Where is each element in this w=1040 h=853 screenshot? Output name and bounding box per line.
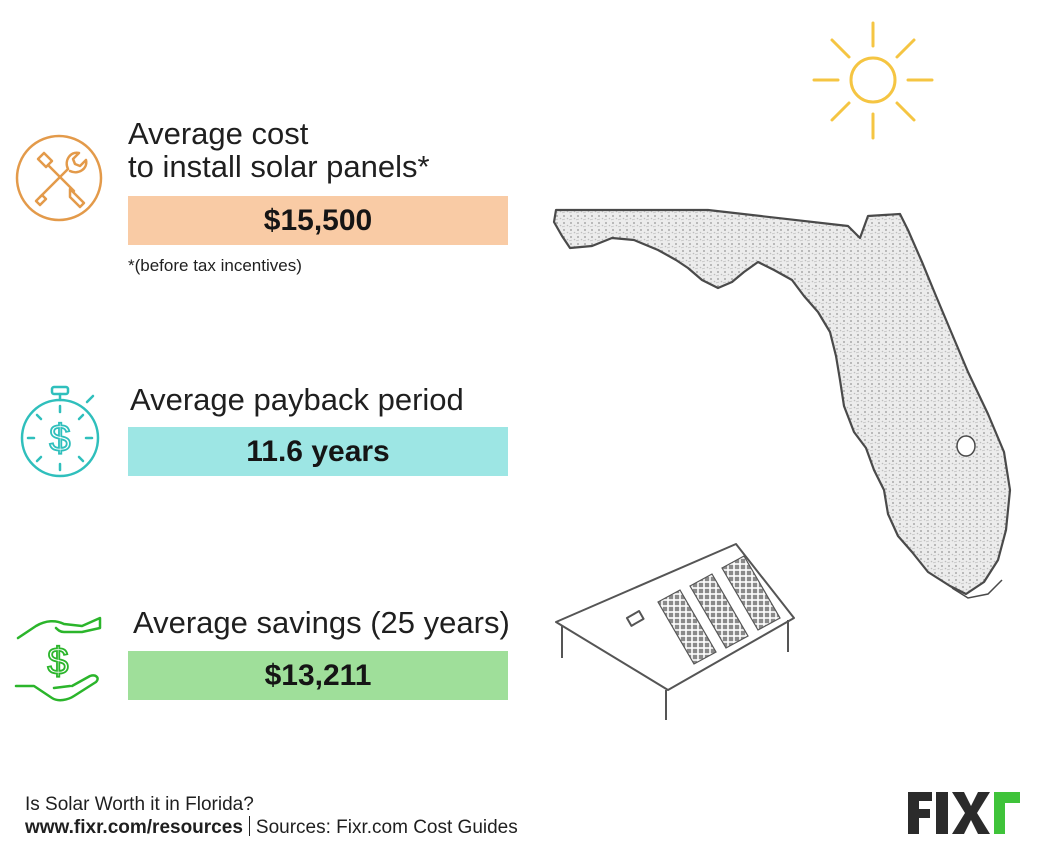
footer-separator — [248, 816, 250, 836]
cost-footnote: *(before tax incentives) — [128, 256, 302, 275]
svg-text:$: $ — [49, 418, 70, 460]
florida-map — [548, 200, 1018, 605]
payback-label: Average payback period — [130, 382, 464, 417]
footer-line: www.fixr.com/resources Sources: Fixr.com … — [25, 816, 518, 839]
fixr-logo — [906, 790, 1022, 836]
footer-url[interactable]: www.fixr.com/resources — [25, 817, 243, 838]
payback-value: 11.6 years — [128, 427, 508, 476]
solar-roof-house — [548, 540, 800, 722]
savings-value: $13,211 — [128, 651, 508, 700]
sun-icon — [810, 18, 936, 144]
wrench-screwdriver-icon — [14, 133, 104, 223]
cost-label-line1: Average cost — [128, 116, 309, 151]
footer-title: Is Solar Worth it in Florida? — [25, 794, 254, 815]
hands-dollar-icon: $ — [12, 612, 104, 712]
cost-label-line2: to install solar panels* — [128, 149, 430, 184]
cost-value: $15,500 — [128, 196, 508, 245]
svg-text:$: $ — [47, 641, 68, 683]
savings-label: Average savings (25 years) — [133, 605, 510, 640]
footer-sources: Sources: Fixr.com Cost Guides — [255, 817, 518, 838]
stopwatch-dollar-icon: $ — [14, 384, 106, 480]
